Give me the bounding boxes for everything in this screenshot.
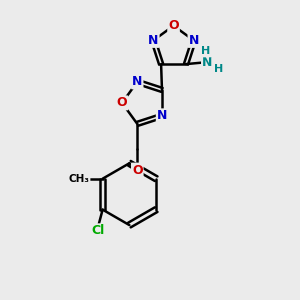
Text: O: O <box>168 19 179 32</box>
Text: O: O <box>117 96 127 110</box>
Text: CH₃: CH₃ <box>69 174 90 184</box>
Text: N: N <box>202 56 212 69</box>
Text: N: N <box>157 110 167 122</box>
Text: N: N <box>148 34 159 47</box>
Text: N: N <box>132 75 142 88</box>
Text: H: H <box>201 46 210 56</box>
Text: O: O <box>132 164 142 177</box>
Text: H: H <box>214 64 223 74</box>
Text: Cl: Cl <box>92 224 105 237</box>
Text: N: N <box>188 34 199 47</box>
